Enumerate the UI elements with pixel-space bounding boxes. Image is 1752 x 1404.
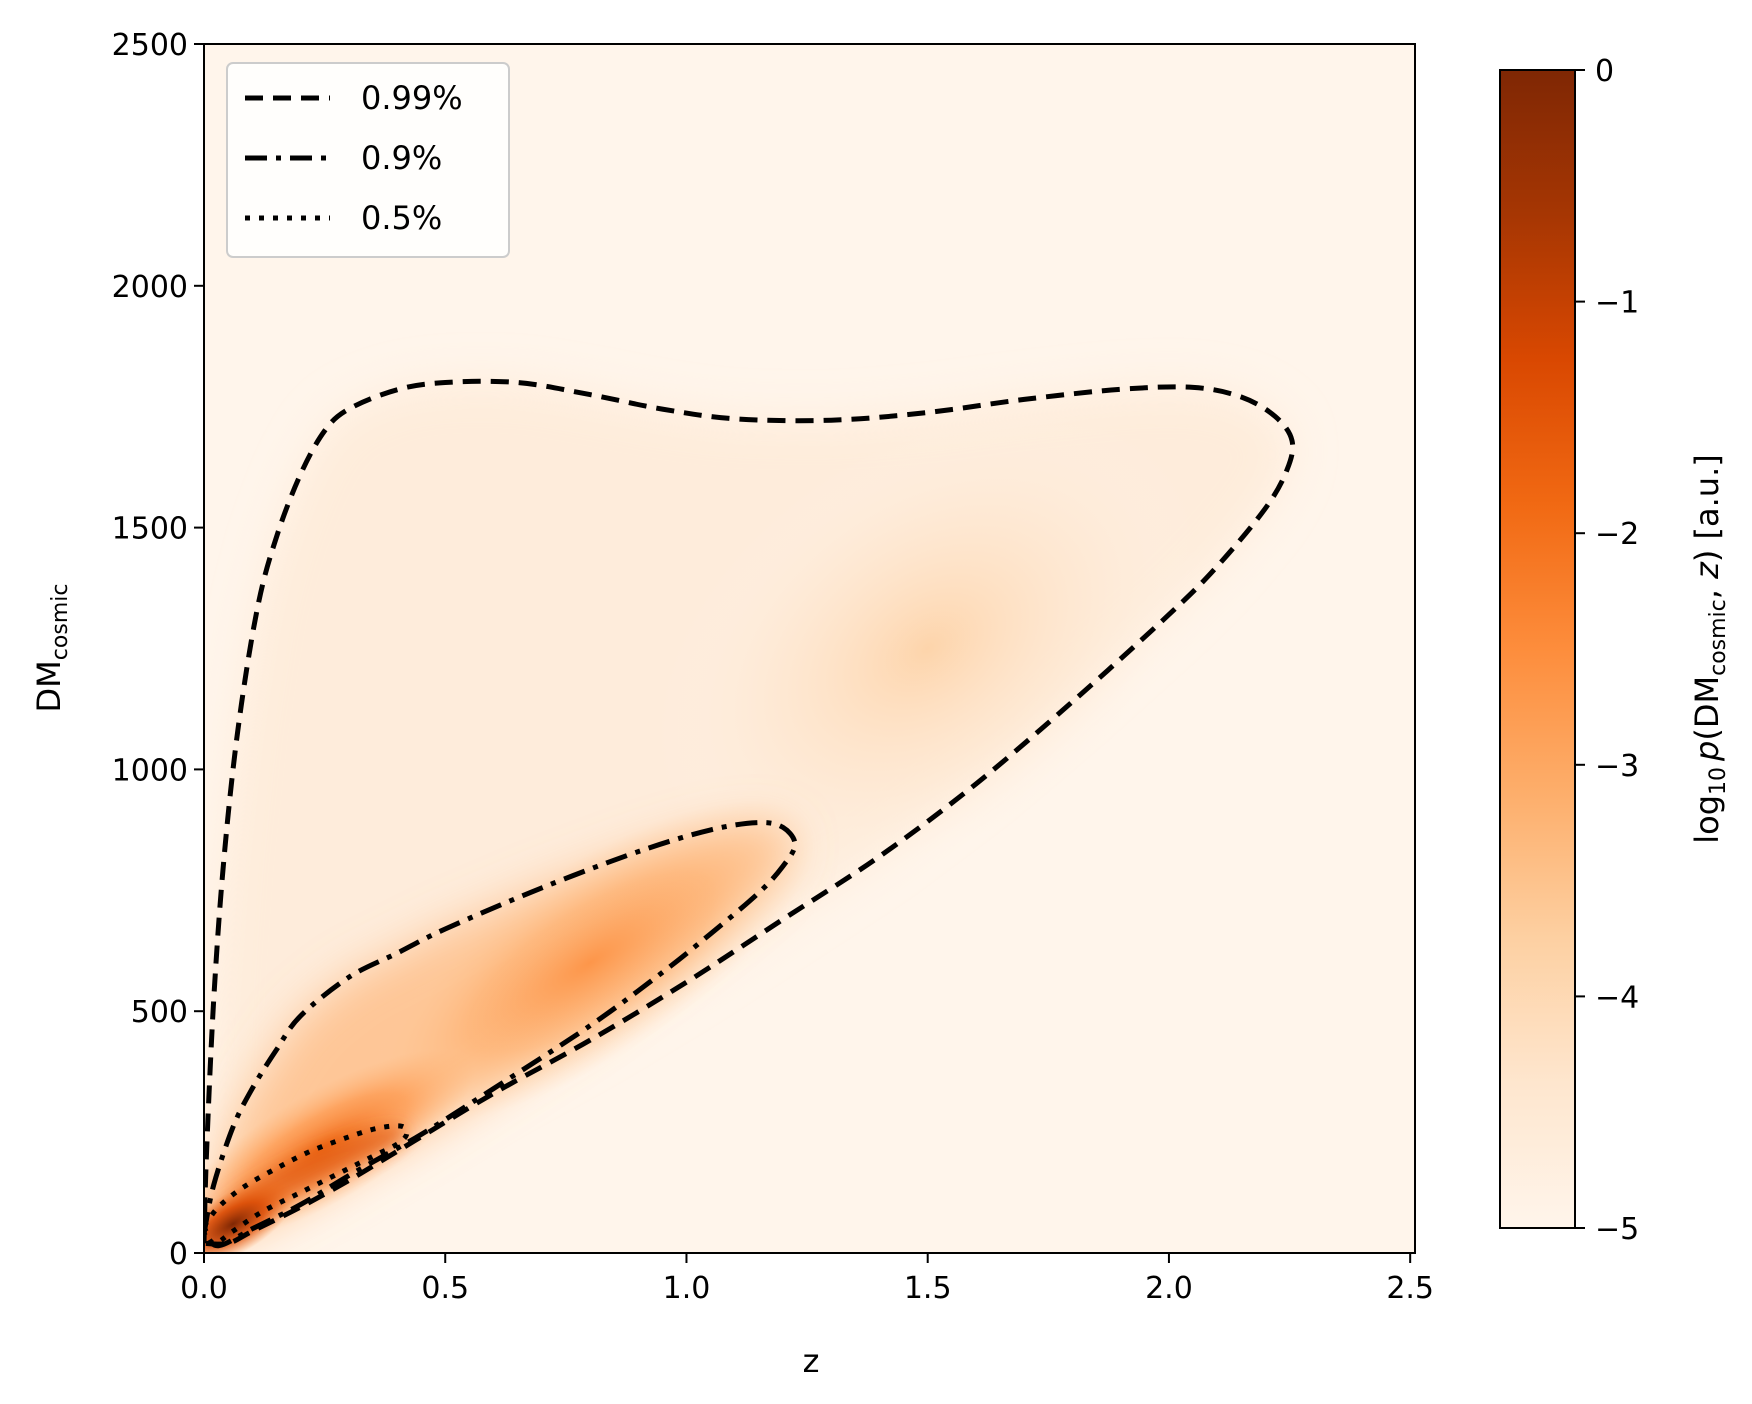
colorbar: 0 −1 −2 −3 −4 −5 log10 p(DMcosmic, z) [a.u.] [1499,54,1731,1247]
colorbar-label-p: p [1688,741,1726,762]
x-axis-label: z [803,1342,820,1380]
colorbar-label: log10 p(DMcosmic, z) [a.u.] [1688,454,1731,843]
contour-group [204,378,1296,1249]
colorbar-label-log: log [1688,795,1726,844]
y-tick-label-3: 1500 [112,512,188,547]
y-tick-label-5: 2500 [112,28,188,63]
y-axis-label-base: DM [30,660,68,712]
density-core [204,1180,296,1253]
contour-dotted-2 [204,1123,410,1246]
density-ridge-high [656,410,1199,887]
y-axis-label-sub: cosmic [48,584,73,661]
contour-dashed-0 [204,378,1296,1247]
colorbar-tick-label-0: 0 [1595,54,1614,89]
legend: 0.99% 0.9% 0.5% [226,62,510,258]
y-tick-label-4: 2000 [112,270,188,305]
legend-label-dashed: 0.99% [361,79,463,117]
y-tick-label-1: 500 [131,995,188,1030]
x-tick-label-3: 1.5 [904,1271,952,1306]
contour-dashdot-1 [204,820,798,1249]
x-tick-label-4: 2.0 [1145,1271,1193,1306]
colorbar-tick-label-4: −4 [1595,980,1639,1015]
colorbar-label-tail: ) [a.u.] [1688,454,1726,562]
x-tick-label-5: 2.5 [1386,1271,1434,1306]
y-axis-ticks: 0 500 1000 1500 2000 2500 [112,28,204,1272]
colorbar-label-sub: cosmic [1706,599,1731,676]
colorbar-gradient [1499,69,1576,1229]
x-tick-label-0: 0.0 [180,1271,228,1306]
x-axis-ticks: 0.0 0.5 1.0 1.5 2.0 2.5 [180,1253,1434,1306]
colorbar-tick-label-2: −2 [1595,517,1639,552]
colorbar-label-close: , [1688,579,1726,599]
density-ridge-mid [365,800,815,1126]
density-field [204,382,1292,1253]
x-tick-label-1: 0.5 [421,1271,469,1306]
colorbar-label-open: (DM [1688,676,1726,741]
colorbar-label-z: z [1688,561,1726,580]
x-tick-label-2: 1.0 [663,1271,711,1306]
colorbar-label-log-sub: 10 [1706,767,1731,795]
colorbar-tick-label-3: −3 [1595,749,1639,784]
y-axis-label: DMcosmic [30,584,73,713]
colorbar-ticks: 0 −1 −2 −3 −4 −5 [1575,54,1639,1247]
legend-label-dotted: 0.5% [361,199,442,237]
plot-frame [203,43,1416,1254]
colorbar-tick-label-5: −5 [1595,1212,1639,1247]
y-tick-label-2: 1000 [112,753,188,788]
legend-label-dashdot: 0.9% [361,139,442,177]
legend-box [226,62,510,258]
y-tick-label-0: 0 [169,1237,188,1272]
colorbar-tick-label-1: −1 [1595,286,1639,321]
